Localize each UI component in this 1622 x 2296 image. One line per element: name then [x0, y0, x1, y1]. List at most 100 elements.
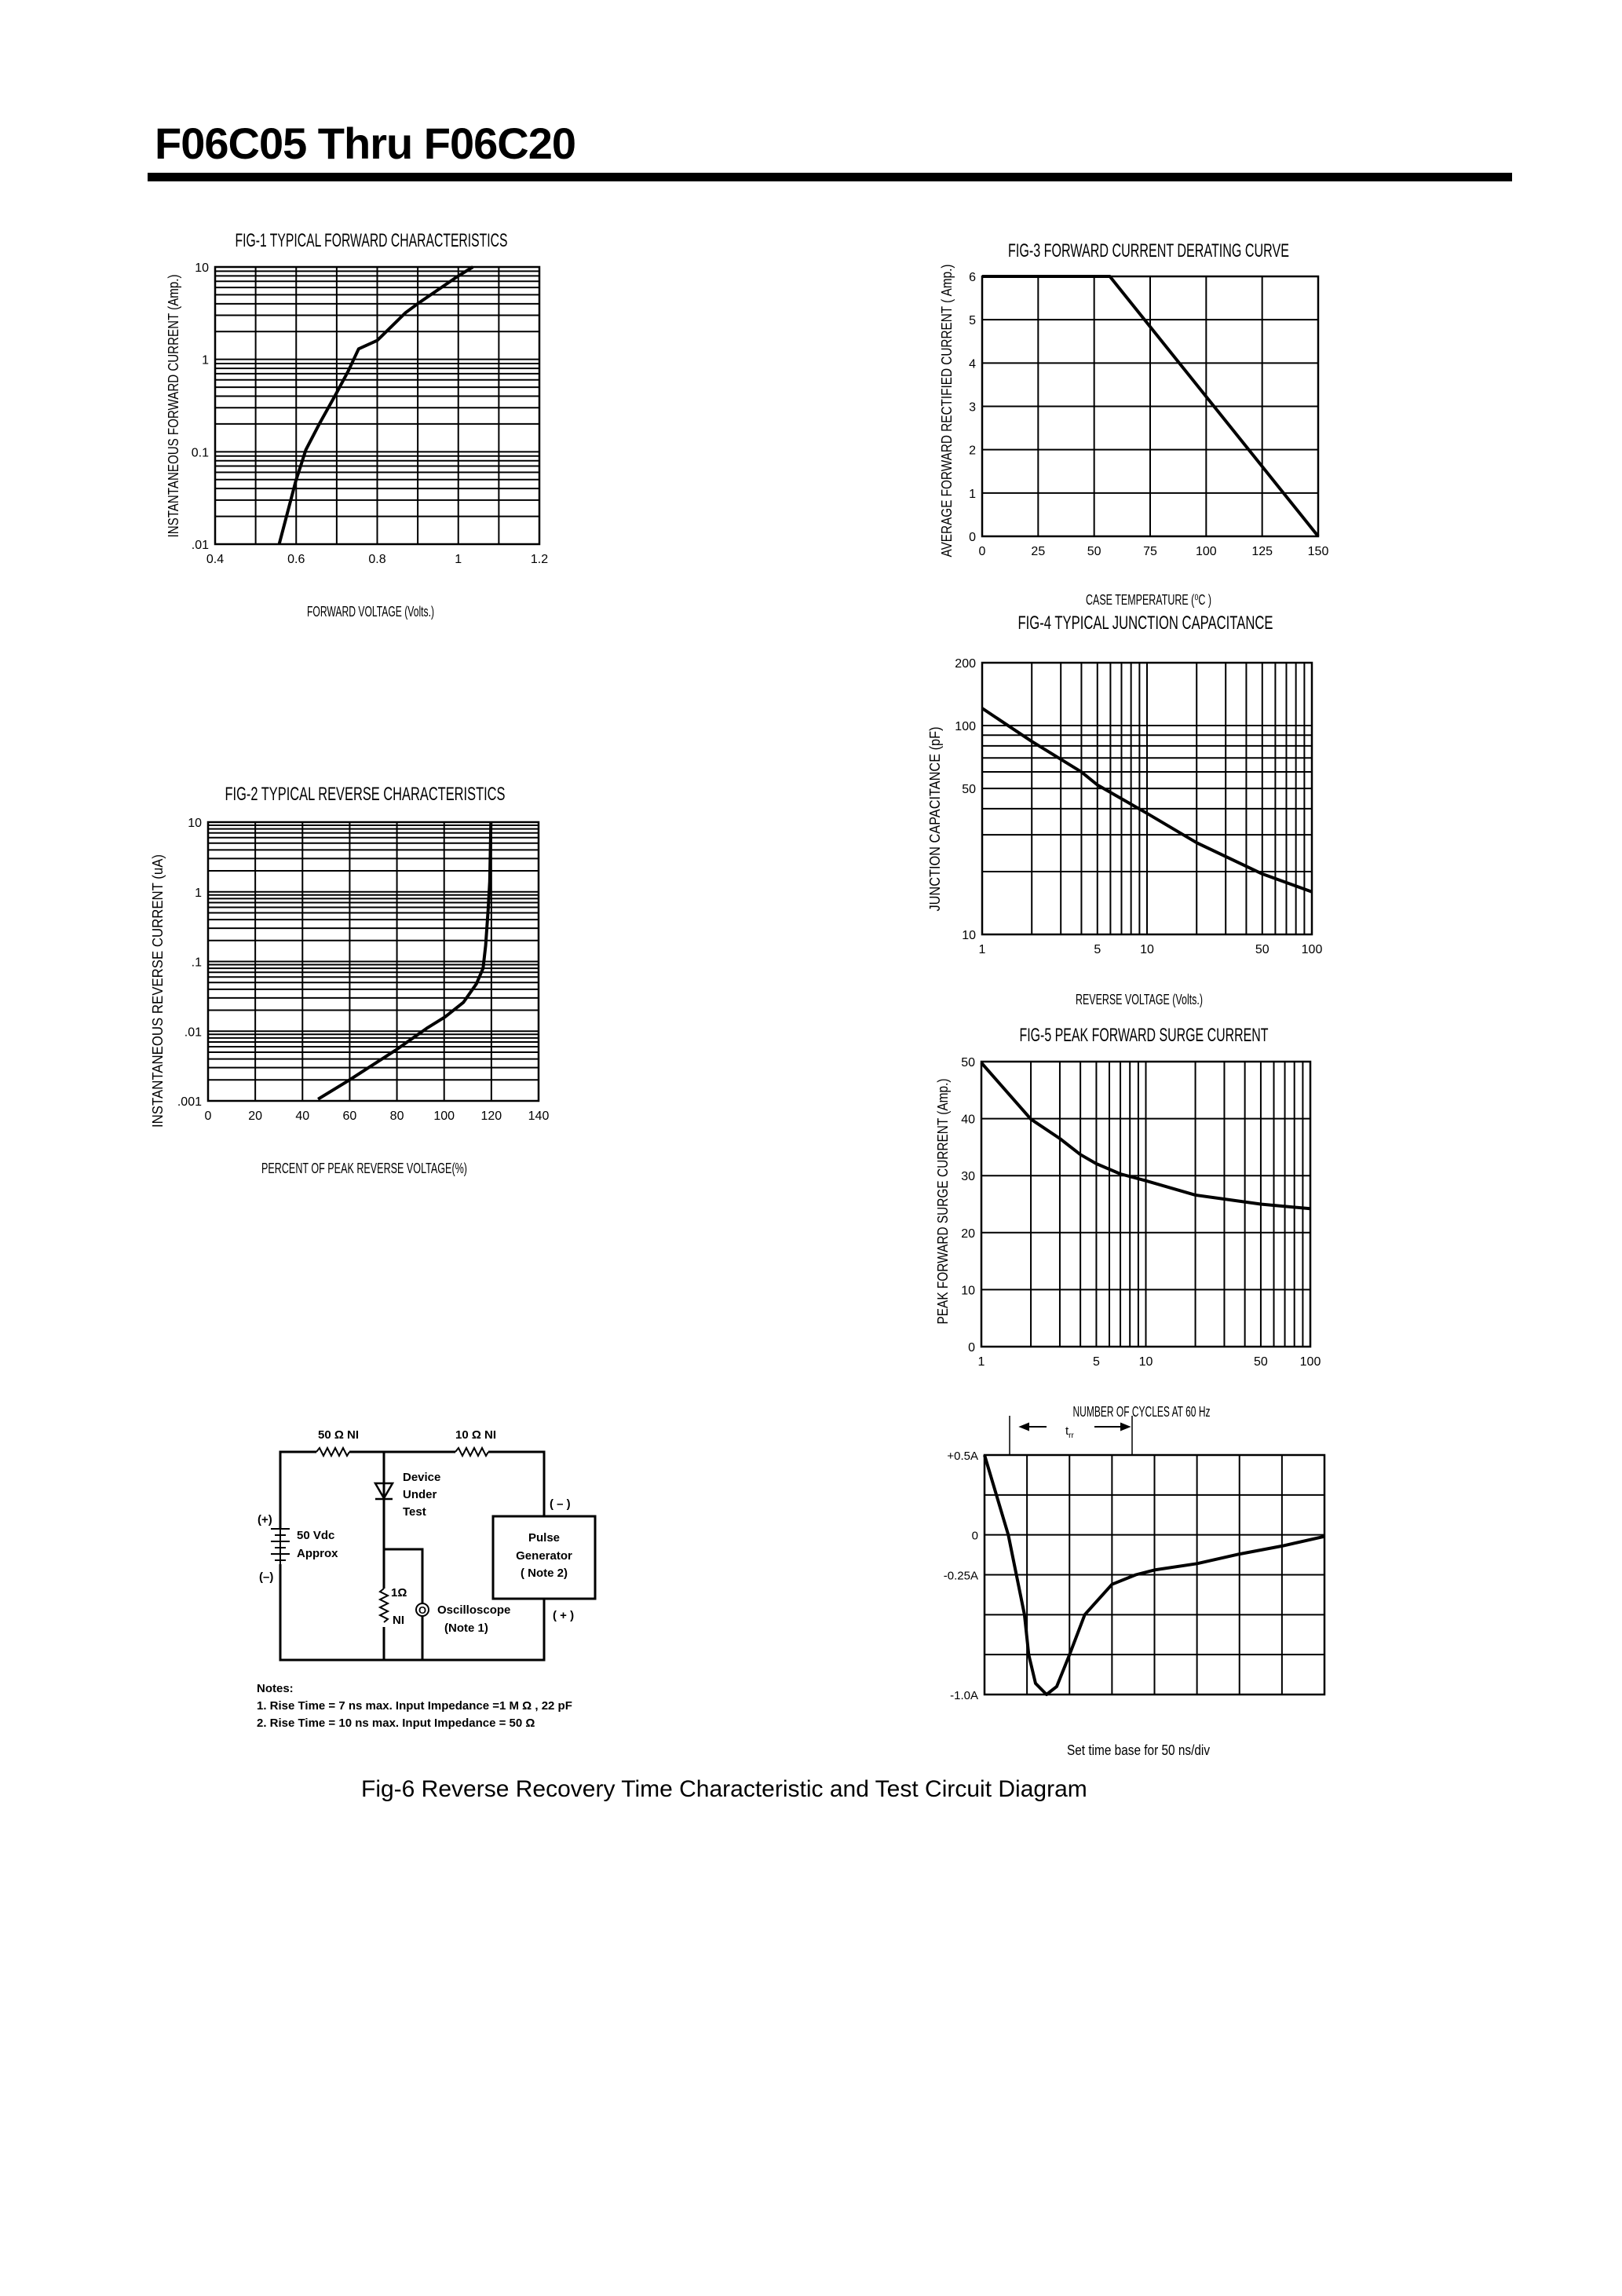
x-tick-label: 50 — [1087, 545, 1101, 558]
plot-frame — [980, 1060, 1312, 1348]
y-tick-label: 10 — [188, 817, 202, 830]
x-tick-label: 140 — [528, 1110, 550, 1123]
page-title: F06C05 Thru F06C20 — [155, 119, 576, 168]
x-tick-label: 125 — [1251, 545, 1273, 558]
y-tick-label: 6 — [969, 271, 976, 284]
plot-frame — [983, 1453, 1326, 1696]
x-tick-label: 100 — [1302, 943, 1323, 956]
chart-fig6: +0.5A 0 -0.25A -1.0A Set time base for 50 ns… — [944, 1416, 1326, 1758]
x-tick-label: 1 — [455, 553, 462, 566]
scope-symbol: O — [418, 1604, 426, 1616]
battery-label: Approx — [297, 1547, 338, 1560]
y-tick-label: 1 — [969, 488, 976, 501]
r1-label: 50 Ω NI — [318, 1428, 359, 1442]
x-axis-label: REVERSE VOLTAGE (Volts.) — [1076, 992, 1203, 1007]
battery-minus-label: (–) — [259, 1570, 273, 1584]
x-tick-label: 100 — [433, 1110, 455, 1123]
chart-title: FIG-5 PEAK FORWARD SURGE CURRENT — [1020, 1025, 1269, 1046]
x-axis-label: CASE TEMPERATURE (⁰C ) — [1086, 592, 1211, 608]
y-tick-label: 50 — [961, 1056, 975, 1069]
title-rule — [148, 173, 1512, 181]
y-tick-label: -1.0A — [950, 1689, 978, 1702]
oscilloscope-icon — [415, 1603, 429, 1617]
plot-frame — [981, 275, 1320, 538]
y-tick-label: -0.25A — [944, 1570, 978, 1583]
y-axis-label: AVERAGE FORWARD RECTIFIED CURRENT ( Amp.… — [939, 265, 955, 558]
resistor-50-ohm — [316, 1446, 350, 1458]
diode-icon — [373, 1482, 395, 1501]
x-tick-label: 0.6 — [287, 553, 305, 566]
chart-title: FIG-3 FORWARD CURRENT DERATING CURVE — [1008, 240, 1289, 261]
y-tick-label: .1 — [192, 956, 202, 970]
plot-frame — [214, 265, 541, 546]
x-tick-label: 100 — [1196, 545, 1217, 558]
y-tick-label: 0 — [972, 1530, 978, 1543]
y-tick-label: 10 — [195, 261, 209, 275]
x-tick-label: 80 — [390, 1110, 404, 1123]
x-axis-label: FORWARD VOLTAGE (Volts.) — [307, 604, 434, 620]
data-series-line — [980, 1062, 1311, 1211]
x-tick-label: 1.2 — [531, 553, 548, 566]
y-tick-label: 200 — [955, 657, 976, 671]
y-tick-label: .001 — [177, 1095, 202, 1109]
pulse-plus-label: ( + ) — [553, 1609, 574, 1622]
chart-title: FIG-4 TYPICAL JUNCTION CAPACITANCE — [1018, 612, 1273, 634]
y-tick-label: 1 — [202, 354, 209, 367]
trr-marker: trr — [1009, 1416, 1133, 1455]
circuit-wire — [279, 1564, 546, 1662]
x-tick-label: 50 — [1254, 1355, 1268, 1369]
r3-type: NI — [393, 1614, 404, 1627]
chart-title: FIG-2 TYPICAL REVERSE CHARACTERISTICS — [225, 784, 506, 805]
resistor-10-ohm — [455, 1446, 489, 1458]
y-tick-label: 40 — [961, 1113, 975, 1127]
arrow-right-icon — [1094, 1422, 1131, 1431]
dut-label: Test — [403, 1505, 426, 1519]
dut-label: Device — [403, 1471, 440, 1484]
note-2: 2. Rise Time = 10 ns max. Input Impedanc… — [257, 1717, 535, 1730]
scope-label: Oscilloscope — [437, 1603, 510, 1617]
y-tick-label: 0 — [968, 1341, 975, 1355]
x-tick-label: 20 — [248, 1110, 262, 1123]
x-tick-label: 25 — [1031, 545, 1045, 558]
x-tick-label: 0.8 — [368, 553, 385, 566]
chart-fig1: .01 0.1 1 10 0.4 0.6 0.8 1 1.2 FIG-1 TYPICAL FORW… — [166, 230, 548, 620]
x-tick-label: 150 — [1308, 545, 1329, 558]
battery-label: 50 Vdc — [297, 1529, 334, 1542]
trr-label-sub: rr — [1069, 1431, 1074, 1440]
x-tick-label: 10 — [1139, 1355, 1153, 1369]
pulse-minus-label: ( – ) — [550, 1497, 571, 1511]
x-tick-label: 1 — [979, 943, 986, 956]
pulse-generator-box — [491, 1515, 597, 1600]
y-tick-label: 20 — [961, 1227, 975, 1241]
trr-label-t: t — [1065, 1424, 1069, 1438]
x-tick-label: 100 — [1300, 1355, 1321, 1369]
scope-label: (Note 1) — [444, 1621, 488, 1635]
chart-title: FIG-1 TYPICAL FORWARD CHARACTERISTICS — [236, 230, 508, 251]
x-tick-label: 50 — [1255, 943, 1269, 956]
battery-plus-label: (+) — [258, 1513, 272, 1526]
y-tick-label: 4 — [969, 357, 976, 371]
y-axis-label: JUNCTION CAPACITANCE (pF) — [927, 727, 943, 912]
r3-value: 1Ω — [391, 1586, 407, 1600]
circuit-wire — [382, 1452, 424, 1660]
x-tick-label: 1 — [978, 1355, 985, 1369]
chart-fig4: 10 50 100 200 1 5 10 50 100 FIG-4 TYPICAL JUNCTIO… — [927, 612, 1322, 1007]
dut-label: Under — [403, 1488, 437, 1501]
y-tick-label: .01 — [192, 539, 209, 552]
x-axis-label: NUMBER OF CYCLES AT 60 Hz — [1073, 1404, 1211, 1420]
time-base-note: Set time base for 50 ns/div — [1067, 1742, 1210, 1758]
x-tick-label: 75 — [1143, 545, 1157, 558]
y-axis-label: INSTANTANEOUS FORWARD CURRENT (Amp.) — [166, 275, 181, 538]
y-tick-label: 2 — [969, 444, 976, 458]
fig6-caption: Fig-6 Reverse Recovery Time Characterist… — [361, 1776, 1087, 1802]
y-tick-label: 10 — [961, 1284, 975, 1297]
y-axis-label: PEAK FORWARD SURGE CURRENT (Amp.) — [935, 1079, 951, 1325]
arrow-left-icon — [1018, 1422, 1047, 1431]
notes-title: Notes: — [257, 1682, 294, 1695]
x-tick-label: 0.4 — [206, 553, 224, 566]
pulse-label: Generator — [516, 1549, 572, 1563]
x-tick-label: 10 — [1140, 943, 1154, 956]
